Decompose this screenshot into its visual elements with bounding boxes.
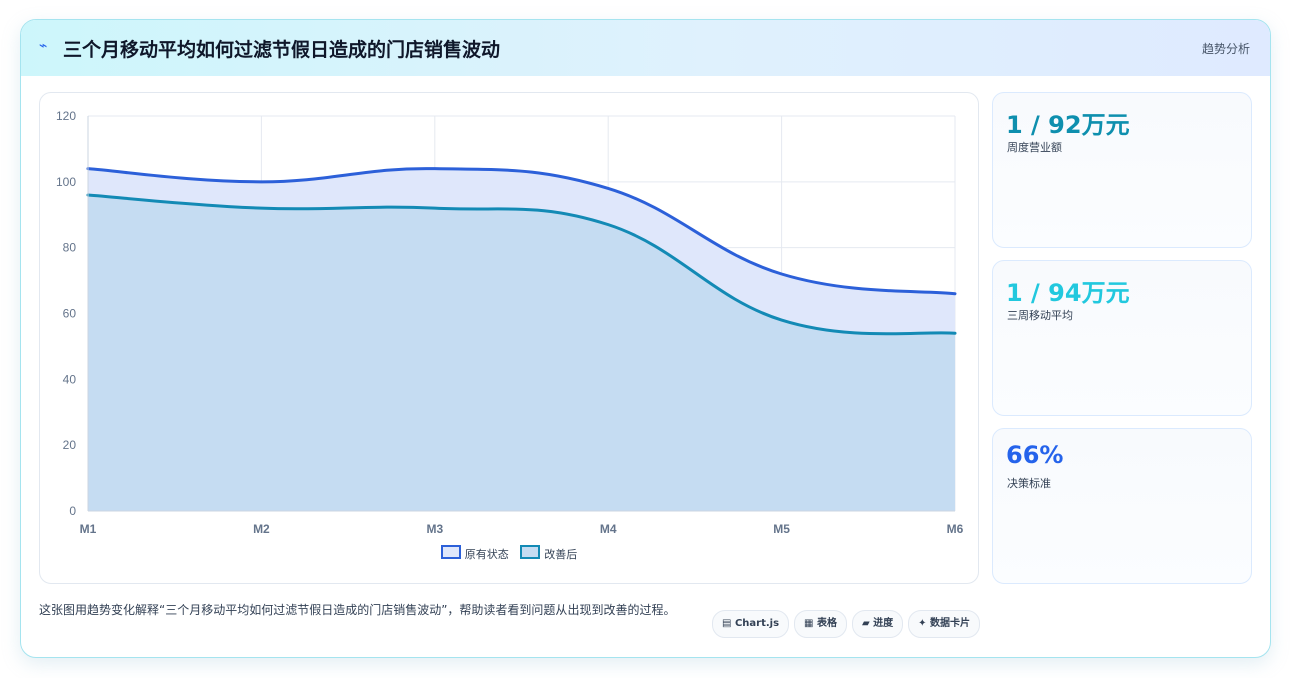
chip-label: Chart.js — [734, 618, 780, 629]
chart-legend: 原有状态 改善后 — [40, 545, 978, 562]
chip-group: ▤ Chart.js ▦ 表格 ▰ 进度 ✦ 数据卡片 — [712, 610, 985, 638]
stat-card-weekly-revenue: 1 / 92万元 周度营业额 — [992, 92, 1252, 248]
stat-label: 周度营业额 — [1007, 141, 1062, 154]
y-tick-label: 80 — [63, 241, 77, 255]
legend-swatch — [520, 545, 541, 559]
stat-card-decision-standard: 66% 决策标准 — [992, 428, 1252, 584]
legend-item-series-2[interactable]: 改善后 — [520, 545, 577, 562]
legend-item-series-1[interactable]: 原有状态 — [440, 545, 509, 562]
legend-label: 改善后 — [544, 548, 578, 561]
chart-description: 这张图用趋势变化解释“三个月移动平均如何过滤节假日造成的门店销售波动”，帮助读者… — [39, 603, 676, 617]
legend-swatch — [440, 545, 461, 559]
y-tick-label: 0 — [69, 504, 76, 518]
x-tick-label: M1 — [80, 522, 97, 536]
stat-value: 66% — [1006, 441, 1064, 469]
series-area-2 — [88, 195, 955, 511]
legend-label: 原有状态 — [464, 548, 509, 561]
x-tick-label: M3 — [426, 522, 443, 536]
stat-value: 1 / 92万元 — [1006, 111, 1130, 139]
x-tick-label: M4 — [600, 522, 617, 536]
chart-icon: ▤ — [722, 618, 732, 629]
card-header: ⌁ 三个月移动平均如何过滤节假日造成的门店销售波动 趋势分析 — [21, 20, 1270, 76]
page-title: 三个月移动平均如何过滤节假日造成的门店销售波动 — [63, 39, 501, 61]
x-tick-label: M6 — [947, 522, 964, 536]
y-tick-label: 20 — [63, 438, 77, 452]
stat-card-moving-average: 1 / 94万元 三周移动平均 — [992, 260, 1252, 416]
x-tick-label: M2 — [253, 522, 270, 536]
chip-data-card[interactable]: ✦ 数据卡片 — [908, 610, 981, 638]
series-line-1 — [86, 167, 957, 296]
chart-panel: 0 20 40 60 80 100 120 M1 M2 M3 M4 M5 M6 原有状态 改善后 — [39, 92, 979, 584]
y-tick-label: 60 — [63, 307, 77, 321]
chip-progress[interactable]: ▰ 进度 — [851, 610, 904, 638]
x-tick-label: M5 — [773, 522, 790, 536]
header-tag: 趋势分析 — [1201, 42, 1250, 56]
progress-icon: ▰ — [861, 618, 870, 629]
chip-label: 数据卡片 — [930, 618, 971, 629]
y-tick-label: 40 — [63, 372, 77, 386]
chip-label: 进度 — [873, 618, 894, 629]
chip-chartjs[interactable]: ▤ Chart.js — [712, 610, 790, 638]
stat-label: 三周移动平均 — [1007, 309, 1073, 322]
area-chart: 0 20 40 60 80 100 120 M1 M2 M3 M4 M5 M6 — [56, 109, 964, 536]
table-icon: ▦ — [804, 618, 814, 629]
y-tick-label: 100 — [56, 175, 76, 189]
chip-label: 表格 — [816, 618, 837, 629]
lightning-icon: ⌁ — [39, 38, 48, 54]
stat-label: 决策标准 — [1007, 477, 1051, 490]
main-card: ⌁ 三个月移动平均如何过滤节假日造成的门店销售波动 趋势分析 0 20 40 60 80… — [20, 19, 1271, 658]
stat-value: 1 / 94万元 — [1006, 279, 1130, 307]
sparkle-icon: ✦ — [918, 618, 927, 629]
y-tick-label: 120 — [56, 109, 76, 123]
chip-table[interactable]: ▦ 表格 — [794, 610, 847, 638]
series-line-2 — [86, 193, 957, 336]
